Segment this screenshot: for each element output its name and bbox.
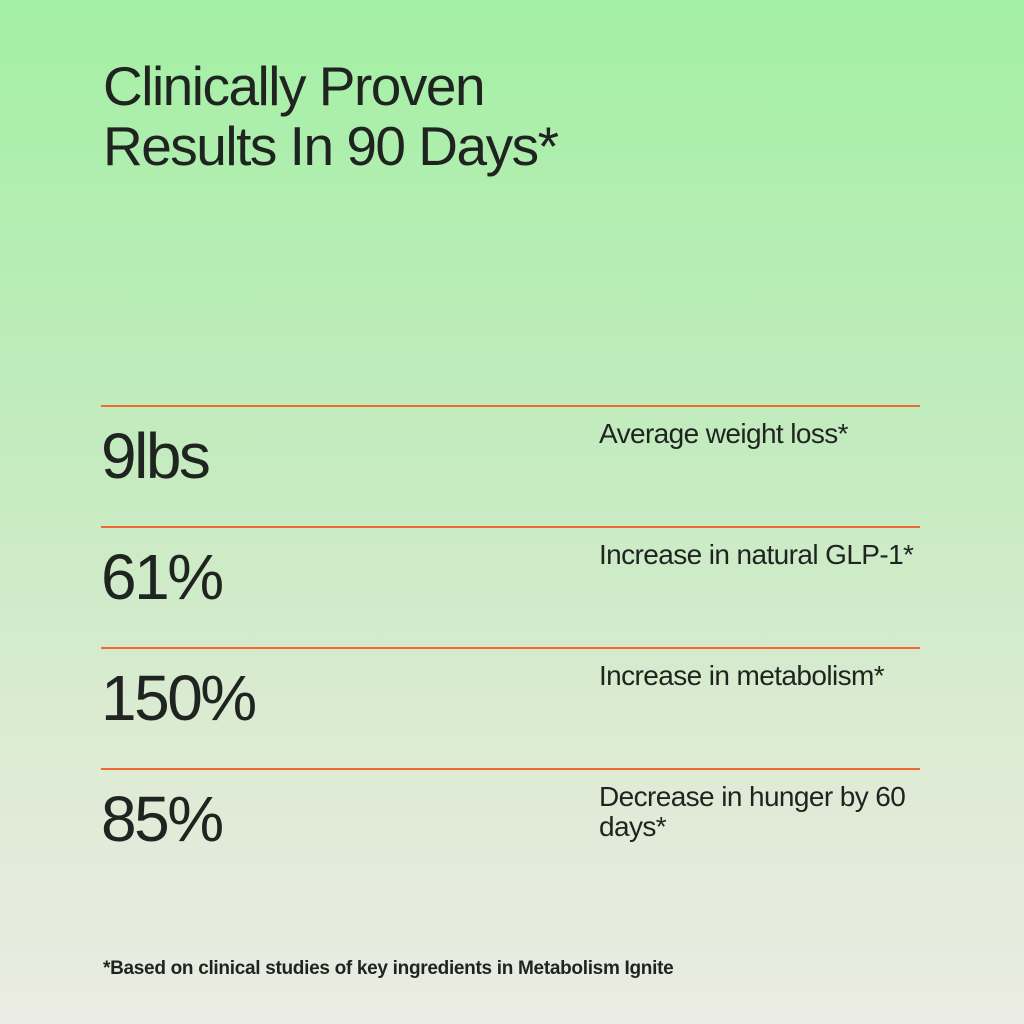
stat-value: 85% [101,783,224,855]
stat-label: Increase in metabolism* [599,660,885,691]
page-title-line-2: Results In 90 Days* [103,115,559,177]
stat-value: 61% [101,541,224,613]
stat-row-weight-loss: 9lbs Average weight loss* [101,405,920,526]
stat-label: Average weight loss* [599,418,849,449]
page-title-line-1: Clinically Proven [103,55,486,117]
stats-list: 9lbs Average weight loss* 61% Increase i… [101,405,920,886]
stat-label: Increase in natural GLP-1* [599,539,914,570]
page-title: Clinically Proven Results In 90 Days* [103,56,823,176]
stat-label: Decrease in hunger by 60 days* [599,781,906,842]
footnote: *Based on clinical studies of key ingred… [103,958,674,979]
stat-row-hunger: 85% Decrease in hunger by 60 days* [101,768,920,886]
stat-value: 150% [101,662,257,734]
stat-value: 9lbs [101,420,211,492]
stat-row-metabolism: 150% Increase in metabolism* [101,647,920,768]
stat-row-glp1: 61% Increase in natural GLP-1* [101,526,920,647]
